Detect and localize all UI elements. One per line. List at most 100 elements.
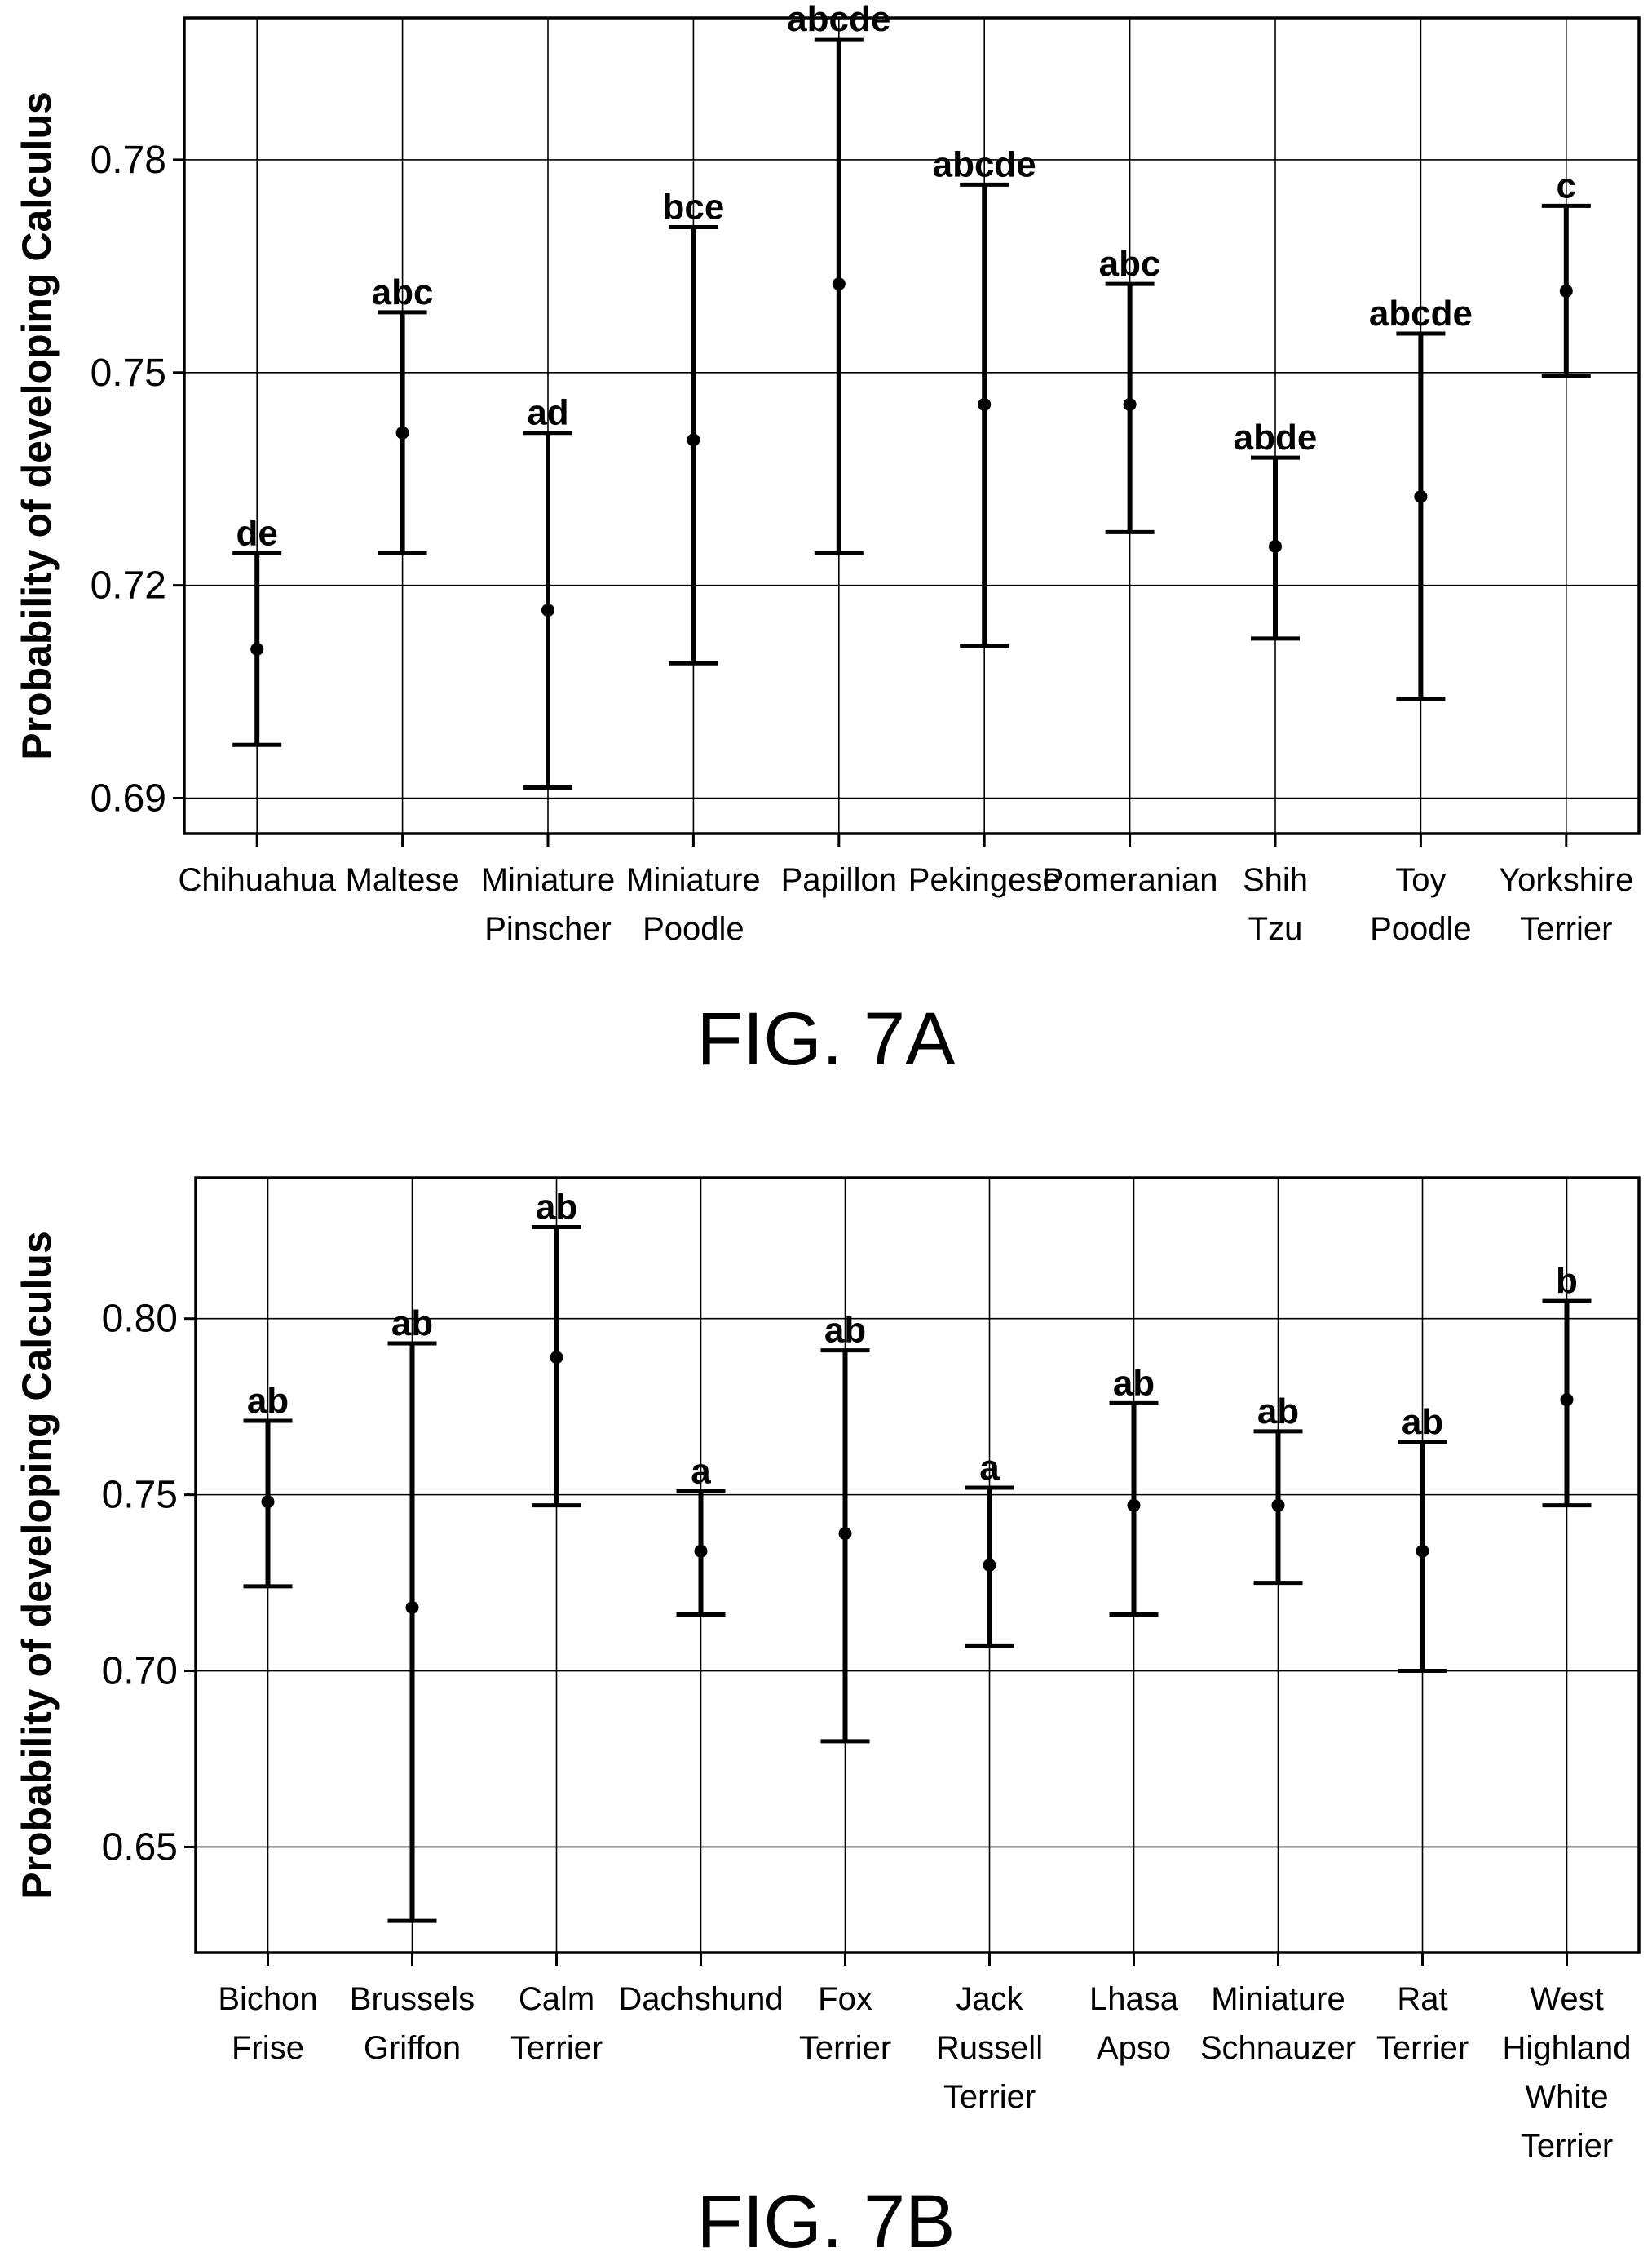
estimate-point <box>1269 539 1282 553</box>
estimate-point <box>1560 1393 1574 1407</box>
figure-7b-chart: 0.65 0.70 0.75 0.80 ab ab ab a ab a ab ab ab b Bichon F… <box>14 1176 1641 2263</box>
significance-letters: ab <box>536 1187 577 1227</box>
y-axis-title: Probability of developing Calculus <box>14 1231 60 1900</box>
x-category-label-line: Russell <box>936 2030 1043 2066</box>
x-category-label: Lhasa Apso <box>1089 1981 1179 2066</box>
x-category-label-line: Shih <box>1243 862 1308 898</box>
x-category-label-line: Pekingese <box>908 862 1061 898</box>
y-axis-title: Probability of developing Calculus <box>14 91 60 760</box>
x-category-label-line: Pinscher <box>484 911 612 947</box>
y-tick-label: 0.80 <box>102 1298 178 1341</box>
x-category-label: Pomeranian <box>1042 862 1218 898</box>
x-category-label-line: Terrier <box>1520 911 1612 947</box>
x-category-label-line: Chihuahua <box>178 862 336 898</box>
x-category-label: West Highland White Terrier <box>1503 1981 1632 2164</box>
x-category-label-line: Apso <box>1097 2030 1171 2066</box>
x-category-label: Pekingese <box>908 862 1061 898</box>
x-category-label-line: Papillon <box>781 862 897 898</box>
x-category-label-line: Terrier <box>943 2079 1036 2115</box>
significance-letters: b <box>1556 1261 1578 1301</box>
estimate-point <box>1559 284 1573 298</box>
x-category-label: Chihuahua <box>178 862 336 898</box>
x-category-label: Brussels Griffon <box>350 1981 475 2066</box>
estimate-point <box>687 433 700 447</box>
x-category-label: Bichon Frise <box>218 1981 317 2066</box>
x-category-label-line: Toy <box>1395 862 1446 898</box>
x-category-label: Jack Russell Terrier <box>936 1981 1043 2115</box>
x-category-label: Miniature Pinscher <box>481 862 616 947</box>
x-category-label-line: Dachshund <box>618 1981 783 2017</box>
x-category-label-line: Bichon <box>218 1981 317 2017</box>
plot-frame <box>183 16 1641 835</box>
significance-letters: abde <box>1234 418 1318 458</box>
y-tick-label: 0.75 <box>102 1474 178 1517</box>
x-category-label-line: Schnauzer <box>1200 2030 1356 2066</box>
x-category-label: Shih Tzu <box>1243 862 1308 947</box>
x-category-label: Fox Terrier <box>799 1981 891 2066</box>
significance-letters: a <box>979 1448 1000 1488</box>
estimate-point <box>1127 1498 1141 1512</box>
x-category-label-line: Rat <box>1397 1981 1447 2017</box>
significance-letters: c <box>1557 166 1576 206</box>
x-category-label: Yorkshire Terrier <box>1499 862 1633 947</box>
x-category-label-line: Terrier <box>510 2030 603 2066</box>
x-category-label-line: Frise <box>232 2030 304 2066</box>
x-category-label-line: Pomeranian <box>1042 862 1218 898</box>
figure-7a-chart: 0.69 0.72 0.75 0.78 de abc ad bce abcde abcde abc a… <box>14 0 1641 1081</box>
x-category-label-line: Jack <box>956 1981 1023 2017</box>
estimate-point <box>832 277 846 291</box>
x-category-label-line: Highland <box>1503 2030 1632 2066</box>
figure-7b: 0.65 0.70 0.75 0.80 ab ab ab a ab a ab ab ab b Bichon F… <box>0 1126 1652 2265</box>
x-category-label-line: Brussels <box>350 1981 475 2017</box>
significance-letters: ad <box>527 393 568 433</box>
significance-letters: ab <box>1402 1402 1443 1442</box>
significance-letters: bce <box>662 188 724 228</box>
plot-frame <box>194 1176 1641 1954</box>
y-tick-label: 0.72 <box>91 564 166 608</box>
estimate-point <box>250 642 264 656</box>
significance-letters: ab <box>1257 1391 1299 1431</box>
figure-label: FIG. 7A <box>697 998 956 1081</box>
y-tick-label: 0.70 <box>102 1650 178 1693</box>
x-category-label-line: Terrier <box>1521 2128 1613 2164</box>
estimate-point <box>395 426 409 440</box>
estimate-point <box>838 1527 852 1541</box>
estimate-point <box>405 1600 419 1614</box>
significance-letters: abcde <box>787 0 890 39</box>
y-tick-label: 0.75 <box>91 352 166 395</box>
x-category-label-line: Poodle <box>1370 911 1472 947</box>
significance-letters: a <box>691 1451 711 1491</box>
x-category-label-line: Terrier <box>1376 2030 1469 2066</box>
x-category-label: Papillon <box>781 862 897 898</box>
x-category-label: Miniature Poodle <box>626 862 761 947</box>
estimate-point <box>541 604 554 617</box>
significance-letters: abcde <box>933 144 1036 184</box>
x-category-label-line: Calm <box>519 1981 594 2017</box>
x-category-label-line: Miniature <box>1211 1981 1345 2017</box>
x-category-label-line: Maltese <box>346 862 460 898</box>
x-category-label-line: Poodle <box>643 911 744 947</box>
x-category-label-line: Terrier <box>799 2030 891 2066</box>
x-category-label: Miniature Schnauzer <box>1200 1981 1356 2066</box>
estimate-point <box>983 1559 996 1572</box>
x-category-label: Dachshund <box>618 1981 783 2017</box>
estimate-point <box>1271 1498 1285 1512</box>
significance-letters: de <box>236 514 278 554</box>
x-category-label-line: Tzu <box>1248 911 1303 947</box>
significance-letters: ab <box>391 1303 433 1343</box>
y-tick-label: 0.65 <box>102 1825 178 1869</box>
estimate-point <box>550 1351 563 1365</box>
x-category-label-line: Yorkshire <box>1499 862 1633 898</box>
significance-letters: ab <box>1113 1363 1155 1403</box>
x-category-label-line: Lhasa <box>1089 1981 1179 2017</box>
x-category-label-line: White <box>1525 2079 1608 2115</box>
significance-letters: abc <box>372 272 434 312</box>
significance-letters: ab <box>247 1381 289 1421</box>
x-category-label-line: Miniature <box>481 862 616 898</box>
significance-letters: ab <box>824 1311 866 1351</box>
x-category-label-line: Miniature <box>626 862 761 898</box>
estimate-point <box>1416 1544 1429 1558</box>
x-category-label-line: West <box>1530 1981 1603 2017</box>
x-category-label-line: Fox <box>818 1981 872 2017</box>
x-category-label: Maltese <box>346 862 460 898</box>
